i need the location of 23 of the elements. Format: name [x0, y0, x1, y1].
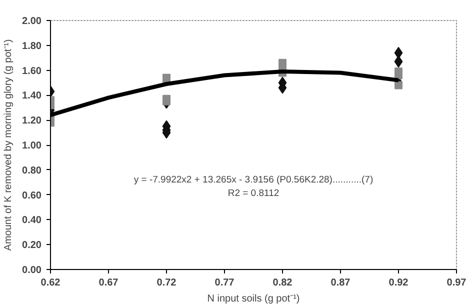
y-tick-label: 1.00 — [22, 140, 42, 152]
annotation: R2 = 0.8112 — [228, 188, 280, 200]
x-tick-label: 0.77 — [214, 278, 235, 288]
y-tick-label: 1.60 — [22, 66, 42, 77]
y-axis-title: Amount of K removed by morning glory (g pot⁻¹) — [3, 39, 14, 251]
y-tick-label: 2.00 — [22, 16, 42, 27]
y-tick-label: 0.60 — [22, 190, 42, 202]
annotation: y = -7.9922x2 + 13.265x - 3.9156 (P0.56K2.28)...........(7) — [134, 174, 374, 186]
x-tick-label: 0.92 — [388, 278, 409, 288]
x-tick-label: 0.62 — [40, 278, 61, 288]
y-tick-label: 0.20 — [22, 240, 42, 252]
y-tick-label: 0.80 — [22, 165, 42, 176]
x-tick-label: 0.97 — [446, 278, 467, 288]
x-tick-label: 0.87 — [330, 278, 351, 288]
y-tick-label: 1.80 — [22, 40, 42, 52]
x-tick-label: 0.72 — [156, 278, 177, 288]
y-tick-label: 0.00 — [22, 265, 42, 276]
y-tick-label: 1.40 — [22, 90, 42, 102]
x-tick-label: 0.82 — [272, 278, 293, 288]
x-axis-title: N input soils (g pot⁻¹) — [207, 294, 300, 304]
y-tick-label: 0.40 — [22, 215, 42, 226]
y-tick-label: 1.20 — [22, 116, 42, 127]
x-tick-label: 0.67 — [98, 278, 119, 288]
